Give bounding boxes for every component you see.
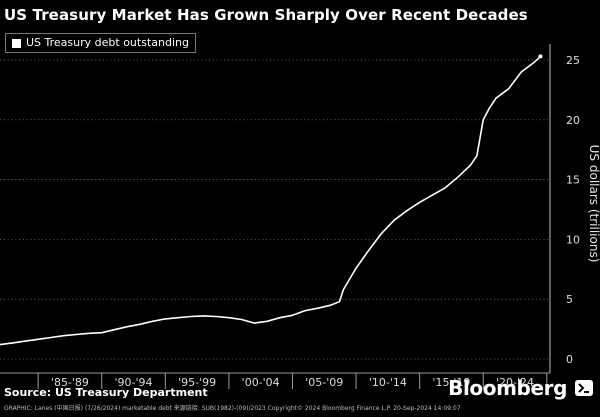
line-chart: 0 5 10 15 20 25 US dollars (trillions) '85-'89 '… [0, 44, 600, 389]
y-tick-label: 20 [566, 114, 580, 127]
source-note: Source: US Treasury Department [4, 386, 208, 399]
legend: US Treasury debt outstanding [5, 33, 196, 53]
x-tick-label: '85-'89 [51, 376, 89, 389]
x-tick-label: '15-'19 [432, 376, 470, 389]
y-tick-label: 10 [566, 233, 580, 246]
terminal-logo-icon [575, 380, 593, 396]
treasury-debt-line [0, 55, 542, 346]
bloomberg-logo: Bloomberg [448, 376, 567, 400]
x-tick-label: '05-'09 [305, 376, 343, 389]
chart-area: 0 5 10 15 20 25 US dollars (trillions) '85-'89 '… [0, 30, 600, 390]
legend-label: US Treasury debt outstanding [26, 36, 189, 49]
series-end-point [538, 54, 543, 59]
x-tick-label: '20-'24 [496, 376, 534, 389]
y-tick-label: 0 [566, 353, 573, 366]
x-tick-label: '00-'04 [242, 376, 280, 389]
legend-swatch [12, 38, 21, 48]
y-tick-label: 5 [566, 293, 573, 306]
chart-title: US Treasury Market Has Grown Sharply Ove… [4, 6, 528, 24]
y-tick-label: 15 [566, 174, 580, 187]
footer-meta: GRAPHIC: Lanes (中国日报) (7/26/2024) market… [4, 405, 461, 412]
y-axis-title: US dollars (trillions) [587, 145, 600, 263]
x-tick-label: '95-'99 [178, 376, 216, 389]
y-tick-label: 25 [566, 54, 580, 67]
x-tick-label: '10-'14 [369, 376, 407, 389]
x-tick-label: '90-'94 [115, 376, 153, 389]
